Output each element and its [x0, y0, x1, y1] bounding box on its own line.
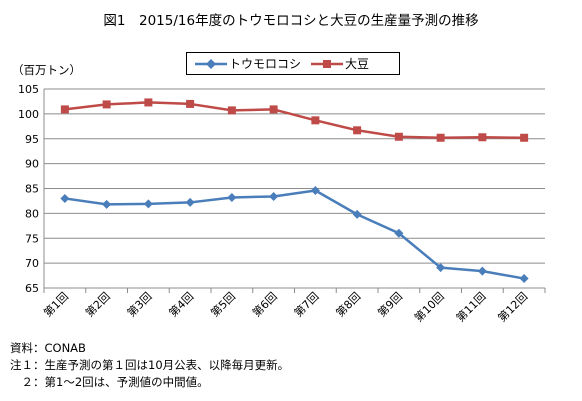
footnote-1: 注１：生産予測の第１回は10月公表、以降毎月更新。: [10, 358, 290, 372]
data-point-soybean: [102, 100, 111, 109]
data-point-corn: [185, 197, 195, 207]
x-tick-label: 第2回: [82, 289, 112, 319]
y-axis-unit-label: （百万トン）: [12, 63, 81, 77]
legend-label-corn: トウモロコシ: [229, 57, 302, 71]
y-tick-label: 65: [25, 282, 39, 295]
y-tick-label: 105: [18, 83, 39, 96]
data-point-soybean: [394, 132, 403, 141]
series-line-soybean: [64, 101, 525, 140]
data-point-corn: [102, 199, 112, 209]
x-tick-label: 第4回: [166, 289, 196, 319]
y-tick-label: 70: [25, 257, 39, 270]
data-point-soybean: [186, 99, 195, 108]
data-point-corn: [310, 185, 320, 195]
legend-swatch-soybean: [311, 60, 343, 68]
data-point-soybean: [520, 133, 529, 142]
x-tick-label: 第8回: [333, 289, 363, 319]
line-chart: 65 70 75 80 85 90 95 100 105 第1回 第2回 第3回 第4回 第5回 第6回 第7…: [18, 83, 546, 325]
data-point-corn: [436, 263, 446, 273]
data-point-soybean: [436, 133, 445, 142]
data-point-soybean: [60, 105, 69, 114]
x-tick-label: 第12回: [495, 289, 530, 324]
y-tick-label: 100: [18, 108, 39, 121]
y-tick-label: 75: [25, 232, 39, 245]
data-point-corn: [519, 274, 529, 284]
data-point-corn: [477, 266, 487, 276]
data-point-soybean: [311, 116, 320, 125]
y-tick-label: 90: [25, 158, 39, 171]
x-tick-label: 第11回: [453, 289, 488, 324]
x-tick-label: 第1回: [41, 289, 71, 319]
x-tick-label: 第3回: [124, 289, 154, 319]
legend-swatch-corn: [195, 59, 227, 69]
data-point-corn: [60, 193, 70, 203]
data-point-soybean: [144, 98, 153, 107]
data-point-corn: [227, 192, 237, 202]
legend: トウモロコシ 大豆: [186, 52, 400, 75]
x-tick-label: 第6回: [249, 289, 279, 319]
x-tick-label: 第9回: [375, 289, 405, 319]
data-point-soybean: [478, 133, 487, 142]
data-point-corn: [394, 228, 404, 238]
y-tick-label: 95: [25, 133, 39, 146]
source-note: 資料：CONAB: [10, 341, 86, 355]
x-tick-label: 第5回: [208, 289, 238, 319]
data-point-soybean: [353, 126, 362, 135]
data-point-soybean: [269, 105, 278, 114]
y-tick-label: 85: [25, 183, 39, 196]
data-point-corn: [143, 199, 153, 209]
footnote-2: ２：第1～2回は、予測値の中間値。: [10, 375, 209, 389]
data-point-corn: [269, 191, 279, 201]
legend-label-soybean: 大豆: [345, 57, 370, 71]
series-line-corn: [64, 189, 525, 280]
data-point-corn: [352, 209, 362, 219]
y-tick-label: 80: [25, 207, 39, 220]
chart-title: 図1 2015/16年度のトウモロコシと大豆の生産量予測の推移: [103, 13, 479, 29]
data-point-soybean: [227, 106, 236, 115]
x-tick-label: 第7回: [291, 289, 321, 319]
x-tick-label: 第10回: [411, 289, 446, 324]
notes: 資料：CONAB 注１：生産予測の第１回は10月公表、以降毎月更新。 ２：第1～…: [10, 340, 289, 391]
